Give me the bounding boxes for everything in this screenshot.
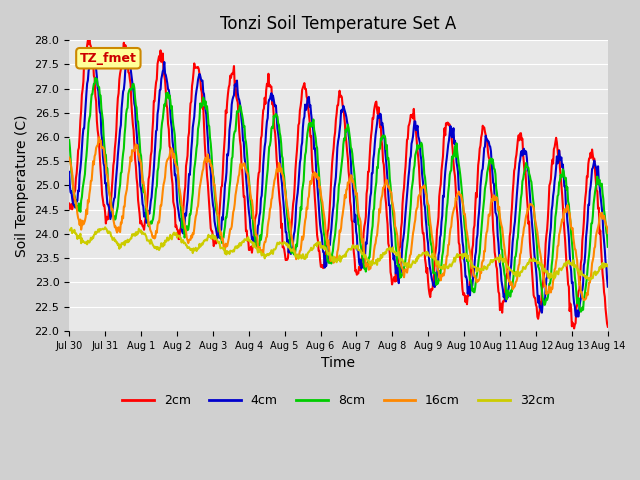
32cm [420, 251, 428, 256]
2cm [420, 239, 428, 245]
X-axis label: Time: Time [321, 356, 355, 370]
8cm [214, 227, 222, 233]
32cm [75, 235, 83, 240]
4cm [604, 284, 612, 289]
2cm [186, 112, 194, 118]
32cm [131, 233, 139, 239]
4cm [75, 189, 83, 194]
32cm [604, 263, 612, 269]
8cm [186, 211, 194, 217]
Text: TZ_fmet: TZ_fmet [80, 52, 137, 65]
32cm [65, 228, 73, 233]
8cm [65, 137, 73, 143]
Legend: 2cm, 4cm, 8cm, 16cm, 32cm: 2cm, 4cm, 8cm, 16cm, 32cm [117, 389, 559, 412]
8cm [577, 309, 585, 314]
4cm [65, 169, 73, 175]
32cm [404, 262, 412, 268]
Line: 8cm: 8cm [69, 78, 608, 312]
16cm [186, 237, 194, 242]
4cm [214, 233, 222, 239]
32cm [186, 246, 194, 252]
4cm [420, 201, 428, 207]
16cm [214, 212, 222, 218]
16cm [95, 134, 103, 140]
2cm [214, 228, 222, 233]
16cm [420, 182, 428, 188]
2cm [604, 324, 612, 330]
2cm [75, 145, 83, 151]
8cm [404, 227, 412, 233]
2cm [404, 123, 412, 129]
16cm [604, 230, 612, 236]
2cm [65, 201, 73, 206]
2cm [131, 156, 139, 162]
4cm [573, 314, 580, 320]
32cm [585, 277, 593, 283]
8cm [420, 171, 428, 177]
32cm [101, 225, 109, 230]
4cm [90, 51, 98, 57]
Line: 32cm: 32cm [69, 228, 608, 280]
16cm [75, 217, 83, 223]
8cm [92, 75, 99, 81]
Y-axis label: Soil Temperature (C): Soil Temperature (C) [15, 114, 29, 257]
Line: 2cm: 2cm [69, 39, 608, 328]
8cm [604, 244, 612, 250]
8cm [75, 201, 83, 206]
Line: 16cm: 16cm [69, 137, 608, 300]
4cm [131, 104, 139, 110]
16cm [131, 144, 139, 150]
32cm [214, 240, 222, 246]
8cm [131, 95, 139, 101]
2cm [570, 325, 578, 331]
Line: 4cm: 4cm [69, 54, 608, 317]
16cm [580, 297, 588, 303]
4cm [186, 172, 194, 178]
4cm [404, 174, 412, 180]
2cm [86, 36, 93, 42]
Title: Tonzi Soil Temperature Set A: Tonzi Soil Temperature Set A [220, 15, 456, 33]
16cm [65, 155, 73, 161]
16cm [404, 262, 412, 267]
